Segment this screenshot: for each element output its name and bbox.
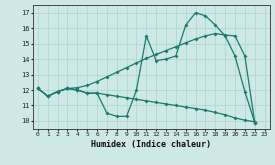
X-axis label: Humidex (Indice chaleur): Humidex (Indice chaleur) bbox=[91, 140, 211, 149]
